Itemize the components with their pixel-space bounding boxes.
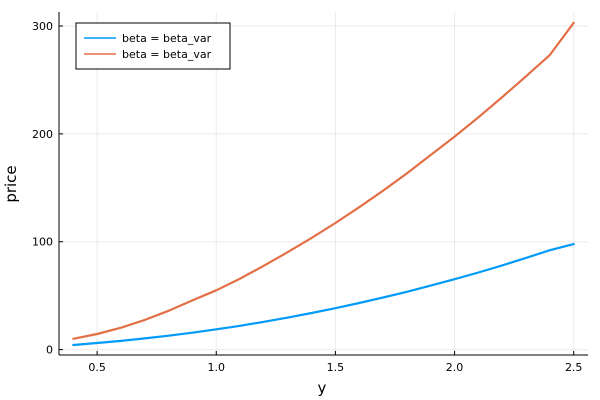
y-tick-label: 200 xyxy=(32,128,53,141)
x-tick-label: 0.5 xyxy=(88,361,106,374)
legend-label-series-2: beta = beta_var xyxy=(122,48,212,61)
y-tick-label: 100 xyxy=(32,236,53,249)
series-lines xyxy=(72,21,575,347)
axis-ticks: 0.5 1.0 1.5 2.0 2.5 0 100 200 300 xyxy=(32,20,582,374)
y-axis-title: price xyxy=(2,165,20,202)
x-tick-label: 1.5 xyxy=(327,361,345,374)
legend-box xyxy=(75,22,231,70)
y-tick-label: 0 xyxy=(46,344,53,357)
series-line-2 xyxy=(72,21,575,340)
x-tick-label: 2.0 xyxy=(446,361,464,374)
x-tick-label: 1.0 xyxy=(208,361,226,374)
legend-label-series-1: beta = beta_var xyxy=(122,32,212,45)
x-tick-label: 2.5 xyxy=(565,361,583,374)
x-axis-title: y xyxy=(318,379,327,397)
axis-frame xyxy=(58,12,588,356)
y-tick-label: 300 xyxy=(32,20,53,33)
legend: beta = beta_var beta = beta_var xyxy=(75,22,231,70)
series-line-1 xyxy=(72,243,575,347)
